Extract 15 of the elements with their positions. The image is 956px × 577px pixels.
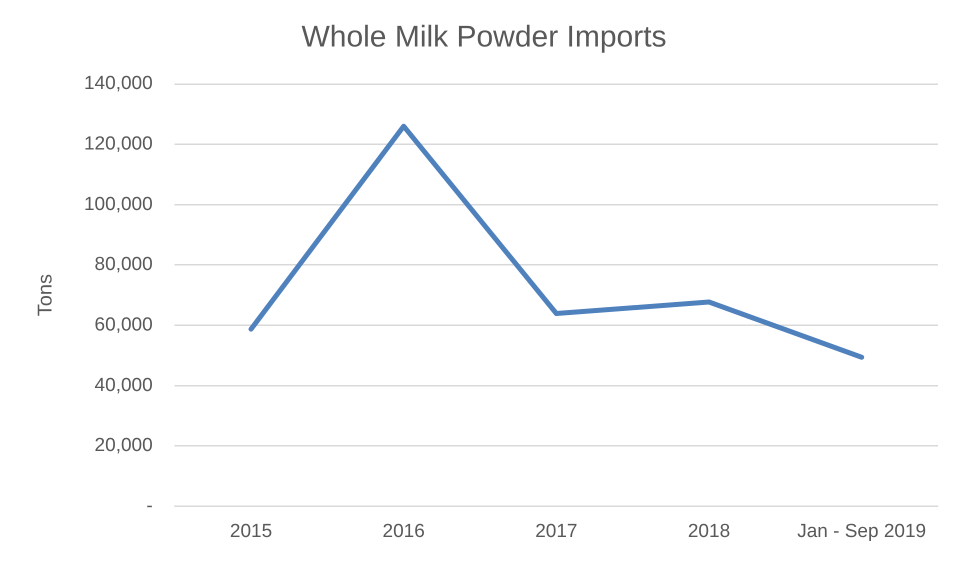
x-tick-label: 2017	[535, 520, 578, 542]
y-tick-label: 40,000	[94, 374, 153, 396]
x-tick-label: 2015	[230, 520, 272, 542]
y-tick-label: -	[146, 495, 153, 516]
y-tick-label: 120,000	[84, 134, 153, 155]
x-tick-label: 2018	[688, 520, 730, 542]
y-axis-title: Tons	[34, 274, 57, 316]
x-tick-label: Jan - Sep 2019	[797, 520, 926, 542]
y-tick-label: 140,000	[84, 73, 153, 94]
y-tick-label: 80,000	[94, 254, 153, 276]
y-tick-label: 20,000	[94, 435, 153, 456]
x-tick-label: 2016	[382, 520, 425, 542]
y-tick-label: 100,000	[84, 194, 153, 215]
y-tick-label: 60,000	[94, 314, 153, 336]
chart-title: Whole Milk Powder Imports	[301, 20, 667, 54]
